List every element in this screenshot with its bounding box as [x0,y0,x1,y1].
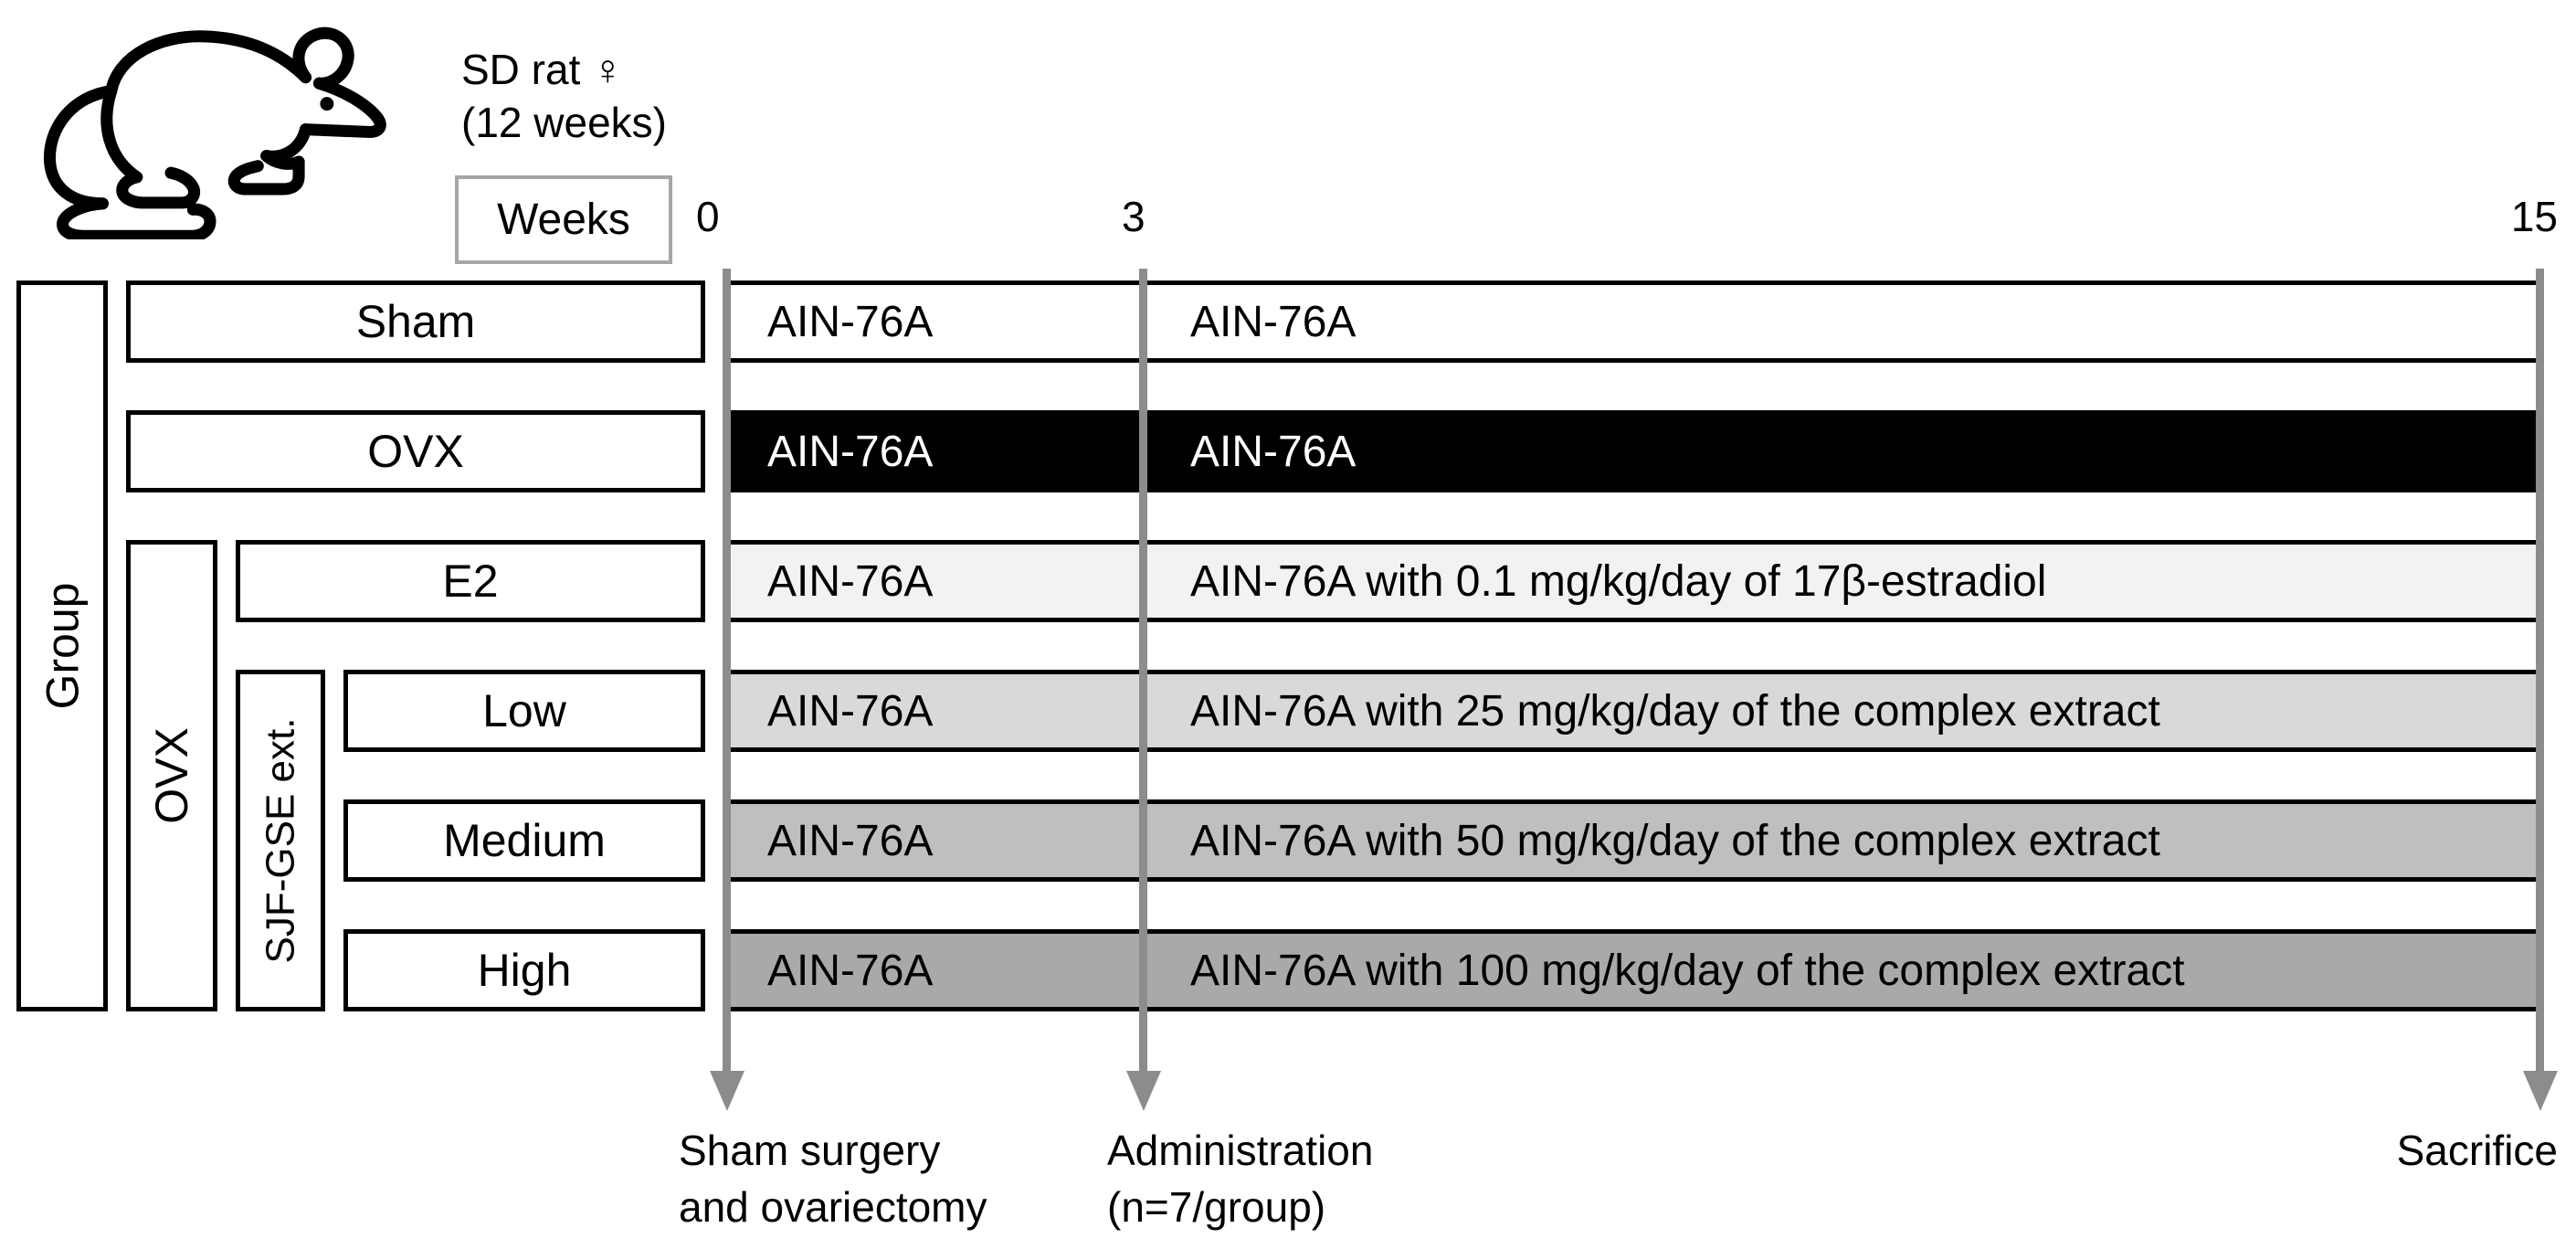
timeline-arrowhead-week0 [710,1071,744,1111]
diet-cell-e2-week0-3: AIN-76A [767,556,934,606]
week-tick-3: 3 [1122,193,1145,240]
group-label-high: High [477,945,572,996]
diet-cell-high-week3-15: AIN-76A with 100 mg/kg/day of the comple… [1190,946,2185,995]
branch-box-sjf-gse: SJF-GSE ext. [236,670,325,1011]
event-week3-line1: Administration [1107,1127,1374,1174]
event-label-week0: Sham surgery and ovariectomy [679,1122,987,1235]
event-week15-line1: Sacrifice [2396,1127,2558,1174]
diet-row-medium: AIN-76A AIN-76A with 50 mg/kg/day of the… [726,799,2539,882]
diet-cell-low-week0-3: AIN-76A [767,686,934,736]
group-label-box-sham: Sham [126,280,705,363]
diet-cell-low-week3-15: AIN-76A with 25 mg/kg/day of the complex… [1190,686,2160,736]
event-week3-line2: (n=7/group) [1107,1183,1326,1231]
diet-row-ovx: AIN-76A AIN-76A [726,410,2539,492]
timeline-line-week15 [2536,269,2544,1074]
group-axis-label: Group [37,582,88,710]
week-tick-15: 15 [2510,193,2558,240]
event-label-week15: Sacrifice [2174,1122,2558,1179]
diet-row-low: AIN-76A AIN-76A with 25 mg/kg/day of the… [726,670,2539,752]
diet-cell-e2-week3-15: AIN-76A with 0.1 mg/kg/day of 17β-estrad… [1190,556,2047,606]
diet-cell-medium-week0-3: AIN-76A [767,816,934,865]
weeks-axis-label: Weeks [497,196,630,244]
diet-cell-sham-week0-3: AIN-76A [767,297,934,346]
subject-strain-label: SD rat ♀ [461,46,624,93]
branch-box-ovx: OVX [126,540,217,1011]
diet-row-sham: AIN-76A AIN-76A [726,280,2539,363]
group-label-ovx: OVX [367,426,464,477]
branch-label-ovx: OVX [146,727,197,824]
group-axis-box: Group [16,280,108,1011]
event-week0-line2: and ovariectomy [679,1183,987,1231]
timeline-line-week0 [723,269,731,1074]
timeline-arrowhead-week3 [1126,1071,1161,1111]
group-label-e2: E2 [442,556,499,607]
timeline-line-week3 [1139,269,1147,1074]
group-label-low: Low [482,685,566,736]
subject-age-label: (12 weeks) [461,99,667,146]
branch-label-sjf-gse: SJF-GSE ext. [258,717,303,964]
diet-cell-ovx-week0-3: AIN-76A [767,427,934,476]
timeline-arrowhead-week15 [2523,1071,2558,1111]
group-label-box-low: Low [343,670,705,752]
diet-cell-sham-week3-15: AIN-76A [1190,297,1357,346]
group-label-box-high: High [343,929,705,1011]
diet-row-e2: AIN-76A AIN-76A with 0.1 mg/kg/day of 17… [726,540,2539,622]
diet-row-high: AIN-76A AIN-76A with 100 mg/kg/day of th… [726,929,2539,1011]
diet-cell-high-week0-3: AIN-76A [767,946,934,995]
group-label-box-medium: Medium [343,799,705,882]
group-label-box-e2: E2 [236,540,705,622]
event-week0-line1: Sham surgery [679,1127,941,1174]
week-tick-0: 0 [696,193,720,240]
event-label-week3: Administration (n=7/group) [1107,1122,1373,1235]
diet-cell-ovx-week3-15: AIN-76A [1190,427,1357,476]
diet-cell-medium-week3-15: AIN-76A with 50 mg/kg/day of the complex… [1190,816,2160,865]
rat-icon [43,26,386,239]
group-label-box-ovx: OVX [126,410,705,492]
group-label-medium: Medium [443,815,606,866]
weeks-axis-box: Weeks [455,175,672,264]
group-label-sham: Sham [355,296,476,347]
